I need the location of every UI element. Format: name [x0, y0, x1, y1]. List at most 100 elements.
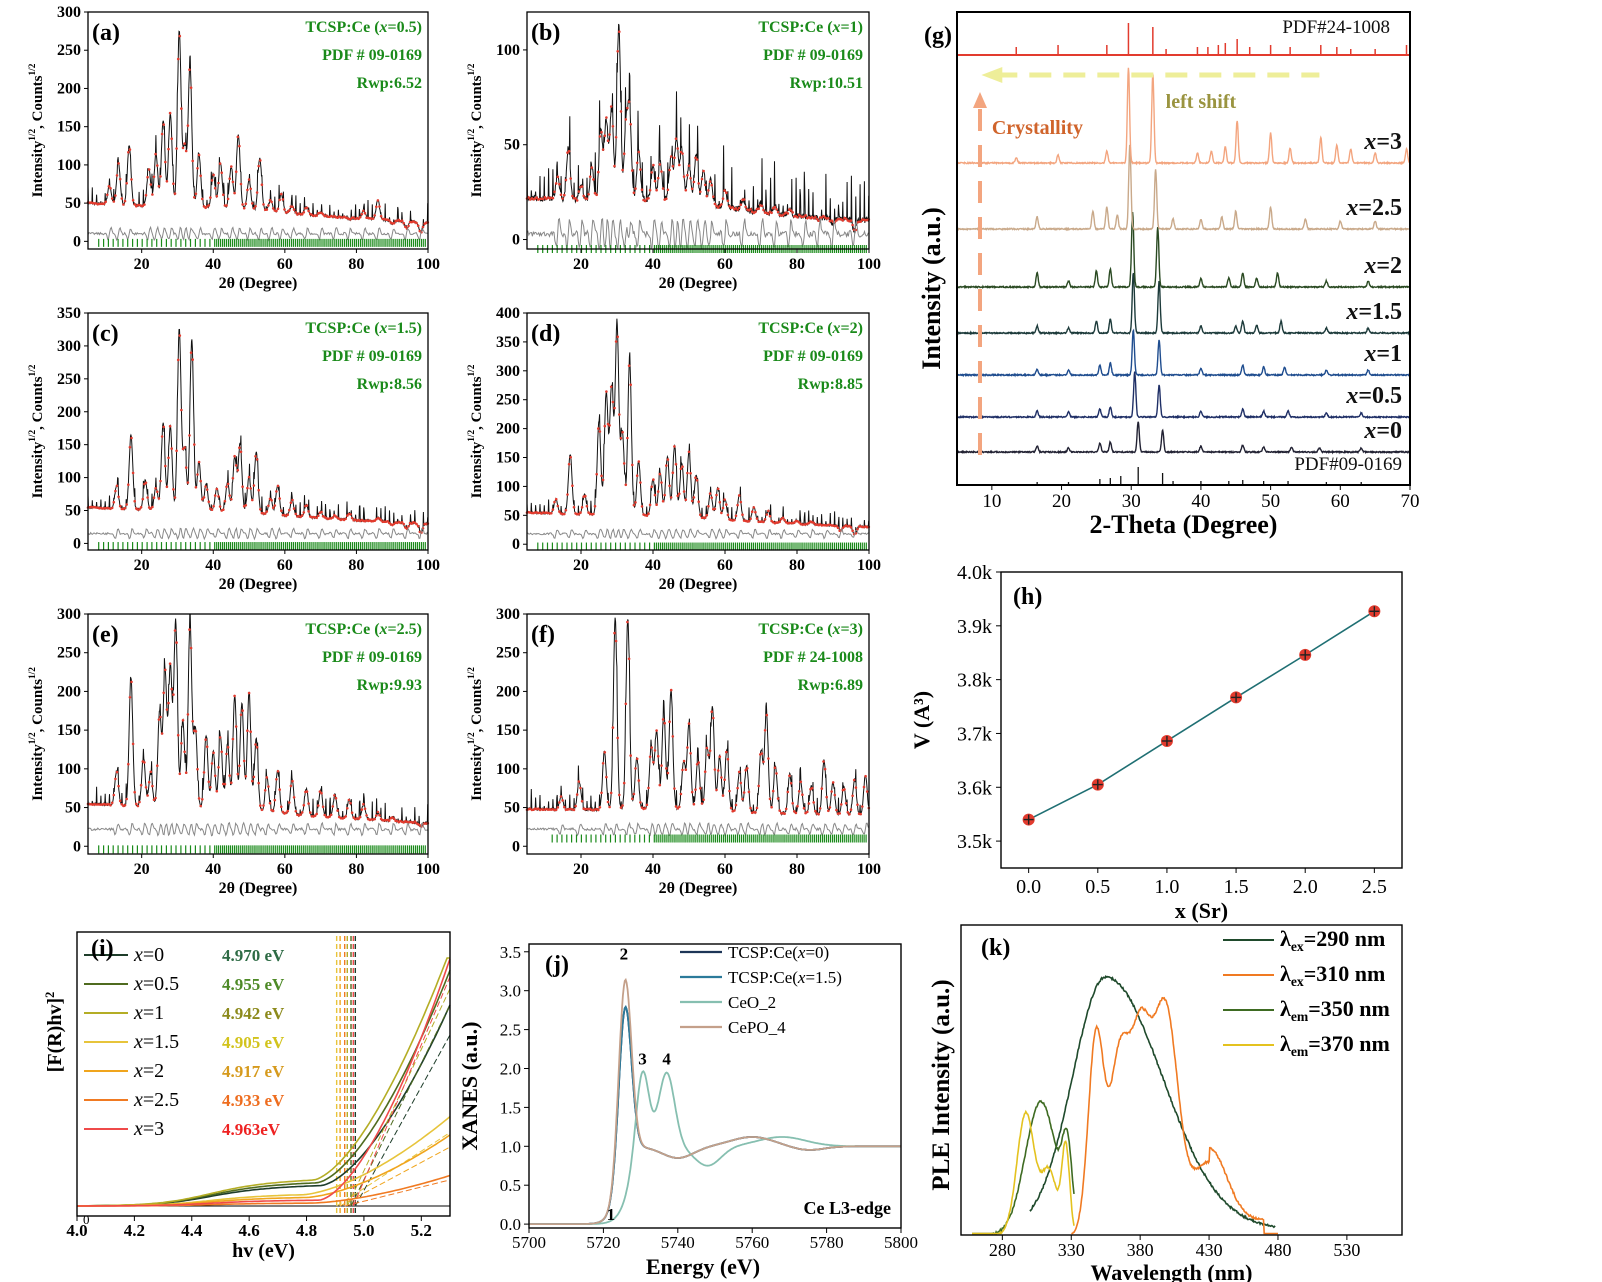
tangent-line: [352, 976, 451, 1207]
fit-point: [723, 189, 726, 192]
text-run: Rwp:6.89: [798, 677, 863, 694]
fit-point: [627, 100, 631, 103]
text-run: =2.5: [1358, 195, 1402, 221]
fit-point: [249, 730, 252, 733]
fit-point: [689, 177, 692, 180]
series-line: [956, 144, 1411, 232]
series-label: x=1: [1363, 341, 1402, 367]
fit-point: [629, 754, 632, 757]
fit-point: [840, 803, 843, 806]
fit-point: [213, 494, 217, 497]
fit-point: [665, 464, 668, 467]
y-axis-label: Intensity1/2, Counts1/2: [28, 63, 46, 197]
fit-point: [771, 789, 775, 793]
italic-run: x: [133, 944, 143, 966]
y-tick-label: 150: [57, 722, 81, 739]
fit-point: [791, 802, 794, 805]
fit-point: [223, 499, 227, 503]
fit-point: [665, 197, 668, 201]
fit-point: [120, 197, 124, 200]
fit-point: [292, 796, 296, 799]
legend-label: x=2.5: [133, 1089, 179, 1111]
fit-point: [317, 804, 320, 807]
y-axis-label: Intensity1/2, Counts1/2: [28, 364, 46, 498]
fit-point: [400, 219, 404, 222]
x-tick-label: 80: [348, 256, 364, 273]
fit-point: [228, 494, 231, 497]
fit-point: [763, 729, 767, 732]
x-tick-label: 5720: [586, 1233, 620, 1252]
fit-point: [246, 486, 249, 490]
fit-point: [251, 202, 254, 205]
fit-point: [260, 183, 264, 186]
x-tick-label: 70: [1401, 491, 1420, 512]
y-axis-label: Intensity1/2, Counts1/2: [467, 63, 485, 197]
fit-point: [579, 511, 582, 514]
fit-point: [817, 813, 820, 816]
text-run: =2.5): [388, 621, 422, 638]
fit-point: [692, 496, 696, 499]
fit-point: [147, 780, 151, 784]
x-tick-label: 2.5: [1362, 876, 1387, 898]
text-run: =0: [143, 944, 164, 966]
x-tick-label: 20: [573, 557, 589, 574]
superscript-run: 2: [43, 992, 57, 998]
tangent-line: [344, 1179, 451, 1207]
y-tick-label: 250: [57, 645, 81, 662]
legend-label: x=3: [133, 1118, 164, 1140]
subscript-run: em: [1291, 1044, 1309, 1059]
fit-point: [804, 214, 807, 217]
fit-point: [144, 193, 148, 197]
fit-point: [566, 493, 569, 496]
y-tick-label: 150: [57, 119, 81, 136]
fit-point: [697, 500, 700, 504]
fit-point: [157, 718, 161, 721]
fit-point: [160, 732, 164, 735]
fit-point: [333, 794, 336, 797]
fit-point: [558, 182, 561, 186]
fit-point: [676, 494, 679, 498]
series-label: x=0.5: [1345, 383, 1402, 409]
fit-point: [244, 202, 248, 206]
fit-point: [194, 486, 198, 489]
fit-point: [128, 445, 132, 449]
fit-point: [244, 775, 248, 778]
fit-point: [710, 710, 713, 713]
fit-point: [305, 790, 309, 793]
fit-point: [613, 631, 616, 635]
fit-point: [302, 803, 306, 807]
fit-point: [668, 720, 671, 723]
fit-point: [106, 193, 109, 197]
y-tick-label: 100: [57, 470, 81, 487]
fit-point: [402, 522, 406, 526]
fit-point: [686, 173, 689, 177]
fit-point: [133, 203, 136, 206]
annotation-text: Rwp:10.51: [790, 75, 863, 92]
fit-point: [151, 784, 154, 788]
fit-point: [580, 506, 584, 509]
fit-point: [416, 224, 420, 228]
x-tick-label: 60: [277, 861, 293, 878]
fit-point: [750, 510, 754, 513]
fit-point: [712, 195, 715, 198]
fit-point: [674, 462, 678, 466]
y-axis-label: Intensity1/2, Counts1/2: [467, 667, 485, 801]
y-tick-label: 400: [496, 305, 520, 322]
fit-point: [757, 207, 760, 210]
x-tick-label: 80: [348, 557, 364, 574]
fit-point: [230, 165, 233, 168]
fit-point: [257, 164, 261, 168]
x-tick-label: 60: [277, 557, 293, 574]
fit-point: [846, 811, 850, 814]
x-tick-label: 4.0: [66, 1221, 87, 1240]
fit-point: [702, 798, 705, 801]
fit-point: [661, 187, 665, 190]
fit-point: [199, 174, 202, 178]
fit-point: [830, 790, 833, 793]
fit-point: [146, 496, 149, 499]
fit-point: [286, 809, 290, 813]
fit-point: [307, 802, 310, 805]
fit-point: [328, 815, 331, 818]
fit-point: [413, 820, 417, 823]
fit-point: [363, 211, 367, 215]
